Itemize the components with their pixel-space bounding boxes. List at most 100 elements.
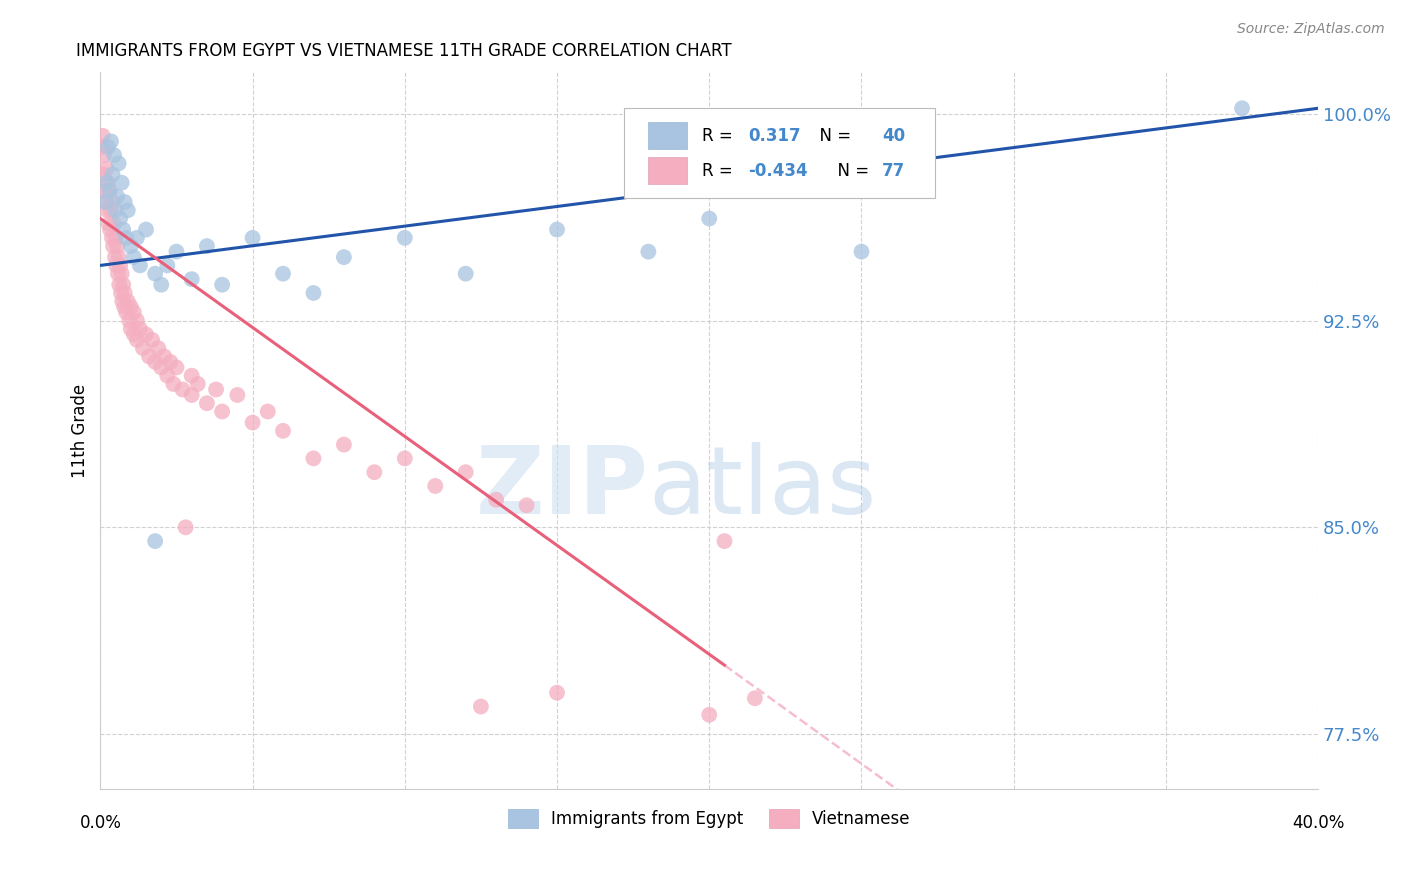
Point — [135, 327, 157, 342]
Point — [98, 222, 121, 236]
Point — [454, 267, 477, 281]
Point — [153, 350, 176, 364]
Point — [195, 396, 218, 410]
Point — [851, 244, 873, 259]
Point — [256, 404, 278, 418]
Point — [105, 189, 128, 203]
Text: 0.0%: 0.0% — [79, 814, 121, 832]
Point — [91, 128, 114, 143]
Point — [115, 305, 138, 319]
Point — [108, 211, 131, 226]
Point — [138, 350, 160, 364]
Point — [180, 388, 202, 402]
Text: 0.317: 0.317 — [748, 127, 801, 145]
Point — [100, 203, 122, 218]
Point — [271, 267, 294, 281]
Point — [97, 140, 120, 154]
Point — [141, 333, 163, 347]
Point — [90, 140, 112, 154]
FancyBboxPatch shape — [624, 108, 935, 198]
Point — [112, 300, 135, 314]
Point — [166, 360, 188, 375]
Point — [143, 534, 166, 549]
Point — [96, 176, 118, 190]
Point — [333, 250, 356, 264]
Point — [111, 176, 134, 190]
Point — [122, 305, 145, 319]
FancyBboxPatch shape — [648, 157, 688, 185]
Text: N =: N = — [808, 127, 856, 145]
Text: 40.0%: 40.0% — [1292, 814, 1344, 832]
Text: ZIP: ZIP — [475, 442, 648, 534]
Point — [150, 360, 173, 375]
Point — [120, 300, 142, 314]
Text: 77: 77 — [882, 161, 905, 179]
Point — [242, 231, 264, 245]
Point — [211, 277, 233, 292]
Point — [104, 203, 127, 218]
Point — [97, 217, 120, 231]
Point — [333, 437, 356, 451]
Point — [302, 285, 325, 300]
Legend: Immigrants from Egypt, Vietnamese: Immigrants from Egypt, Vietnamese — [502, 802, 917, 835]
Y-axis label: 11th Grade: 11th Grade — [72, 384, 89, 478]
Point — [697, 211, 720, 226]
Point — [105, 259, 128, 273]
Point — [713, 534, 735, 549]
Point — [271, 424, 294, 438]
Point — [697, 707, 720, 722]
Text: R =: R = — [702, 127, 738, 145]
Point — [129, 259, 152, 273]
Point — [125, 313, 148, 327]
Point — [226, 388, 249, 402]
Text: IMMIGRANTS FROM EGYPT VS VIETNAMESE 11TH GRADE CORRELATION CHART: IMMIGRANTS FROM EGYPT VS VIETNAMESE 11TH… — [76, 42, 731, 60]
Point — [101, 239, 124, 253]
Point — [150, 277, 173, 292]
Point — [118, 313, 141, 327]
Point — [98, 184, 121, 198]
Point — [125, 231, 148, 245]
Point — [125, 333, 148, 347]
Point — [394, 231, 416, 245]
Point — [637, 244, 659, 259]
Point — [108, 277, 131, 292]
Text: R =: R = — [702, 161, 738, 179]
Point — [96, 161, 118, 176]
Point — [100, 134, 122, 148]
Point — [94, 194, 117, 209]
Point — [470, 699, 492, 714]
Point — [122, 327, 145, 342]
Point — [546, 222, 568, 236]
Point — [105, 239, 128, 253]
Point — [117, 203, 139, 218]
Point — [96, 203, 118, 218]
Point — [180, 368, 202, 383]
Point — [107, 267, 129, 281]
Text: N =: N = — [827, 161, 875, 179]
Point — [115, 231, 138, 245]
Point — [114, 285, 136, 300]
Point — [98, 184, 121, 198]
Text: 40: 40 — [882, 127, 905, 145]
Point — [135, 222, 157, 236]
Text: atlas: atlas — [648, 442, 876, 534]
Point — [122, 250, 145, 264]
Point — [143, 267, 166, 281]
Point — [744, 691, 766, 706]
Point — [363, 465, 385, 479]
Point — [108, 259, 131, 273]
Point — [120, 322, 142, 336]
Point — [454, 465, 477, 479]
Point — [516, 498, 538, 512]
Point — [156, 259, 179, 273]
Point — [425, 479, 447, 493]
Point — [159, 355, 181, 369]
Point — [93, 168, 115, 182]
Point — [111, 294, 134, 309]
Point — [143, 355, 166, 369]
Point — [174, 520, 197, 534]
Point — [195, 239, 218, 253]
Point — [242, 416, 264, 430]
Point — [112, 222, 135, 236]
Point — [120, 239, 142, 253]
